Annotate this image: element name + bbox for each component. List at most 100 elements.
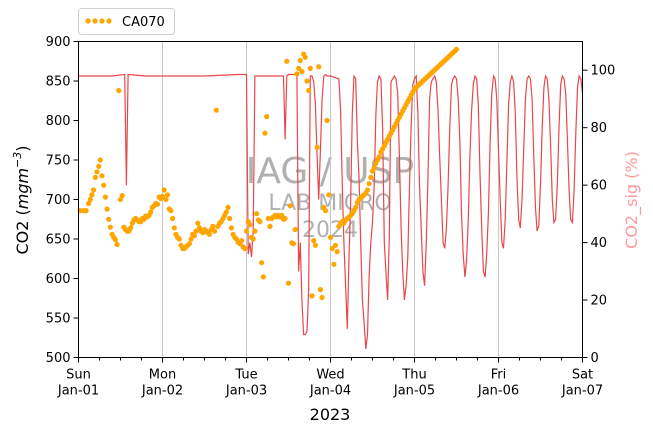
co2-point: [376, 154, 382, 160]
x-tick-label-day: Sun: [66, 368, 91, 383]
co2-point: [279, 212, 285, 218]
co2-series: [77, 46, 460, 301]
co2-point: [309, 293, 315, 299]
legend-marker-dot: [92, 18, 98, 24]
co2-point: [225, 204, 231, 210]
x-tick-label-day: Mon: [149, 368, 176, 383]
y-axis-title-prefix: CO2 (: [13, 209, 32, 254]
co2-point: [92, 174, 98, 180]
co2-point: [106, 216, 112, 222]
x-tick-label-date: Jan-02: [141, 384, 183, 399]
co2-point: [290, 241, 297, 247]
y-axis-title-exponent: −3: [11, 152, 24, 168]
co2-point: [368, 174, 374, 180]
legend: CA070: [78, 8, 175, 35]
co2-point: [364, 187, 371, 193]
co2-point: [213, 107, 219, 113]
co2-point: [319, 294, 325, 301]
y-tick-label: 700: [46, 193, 71, 208]
co2-point: [259, 260, 265, 266]
co2-point: [97, 157, 103, 163]
y-tick-label: 500: [46, 351, 71, 366]
co2-point: [188, 236, 194, 242]
x-tick-label-day: Wed: [316, 368, 344, 383]
co2-point: [453, 46, 460, 53]
co2-point: [314, 144, 320, 150]
y-axis-title: CO2 (mgm−3): [11, 145, 32, 254]
legend-marker-dot: [106, 18, 112, 24]
co2-point: [322, 208, 329, 214]
co2-point: [252, 228, 258, 234]
legend-label: CA070: [122, 15, 165, 30]
co2-point: [312, 242, 318, 248]
co2-point: [262, 130, 268, 136]
co2-point: [287, 203, 293, 209]
y-tick-label: 600: [46, 272, 71, 287]
co2-point: [210, 223, 216, 229]
y-tick-label: 800: [46, 114, 71, 129]
co2-point: [86, 200, 92, 207]
co2-point: [96, 163, 102, 169]
co2-point: [159, 193, 166, 199]
co2-point: [186, 241, 192, 247]
co2-point: [366, 181, 372, 187]
y2-tick-label: 20: [591, 294, 608, 309]
y-axis-title-suffix: ): [13, 145, 32, 151]
co2-point: [117, 196, 124, 203]
co2-point: [168, 208, 174, 214]
co2-point: [327, 234, 334, 240]
legend-marker-dot: [85, 18, 91, 24]
co2-point: [83, 208, 89, 214]
x-tick-label-date: Jan-06: [477, 384, 519, 399]
y-axis: 500 550 600 650 700 750 800 850 900: [46, 35, 79, 366]
co2-point: [371, 165, 377, 171]
y-tick-label: 650: [46, 233, 71, 248]
co2-point: [193, 228, 199, 234]
x-tick-label-date: Jan-05: [393, 384, 435, 399]
x-axis-title: 2023: [310, 405, 351, 424]
co2-point: [228, 225, 234, 231]
co2-point: [307, 65, 313, 71]
co2-point: [107, 224, 113, 230]
y2-tick-label: 100: [591, 64, 616, 79]
co2-point: [148, 209, 154, 215]
co2-point: [195, 220, 201, 226]
x-tick-label-day: Thu: [401, 368, 426, 383]
co2-point: [311, 238, 317, 244]
x-tick-label-date: Jan-07: [561, 384, 603, 399]
co2-point: [285, 280, 292, 286]
y-tick-label: 900: [46, 35, 71, 50]
co2-point: [294, 71, 300, 77]
co2-point: [353, 204, 359, 210]
co2-point: [242, 245, 248, 252]
y-tick-label: 550: [46, 312, 71, 327]
co2-point: [292, 226, 298, 233]
x-tick-label-day: Sat: [572, 368, 593, 383]
co2-point: [101, 182, 107, 188]
co2-point: [306, 87, 312, 94]
co2-point: [154, 201, 161, 207]
co2-point: [329, 245, 335, 252]
co2-point: [238, 238, 245, 244]
y2-tick-label: 40: [591, 236, 608, 251]
co2-point: [267, 223, 273, 229]
co2-point: [163, 196, 169, 203]
co2-point: [119, 193, 125, 199]
co2-point: [331, 261, 337, 267]
co2-point: [91, 187, 97, 193]
co2-point: [296, 65, 302, 71]
x-tick-label-date: Jan-03: [225, 384, 267, 399]
co2-point: [116, 87, 122, 94]
co2-point: [260, 274, 266, 280]
co2-point: [128, 225, 134, 231]
co2-point: [302, 54, 308, 60]
co2-point: [243, 228, 250, 234]
x-tick-label-date: Jan-04: [309, 384, 351, 399]
x-axis: SunJan-01MonJan-02TueJan-03WedJan-04ThuJ…: [57, 357, 603, 399]
co2-point: [282, 215, 288, 222]
co2-point: [212, 228, 218, 234]
co2-point: [257, 219, 263, 225]
y2-axis: 0 20 40 60 80 100: [582, 64, 616, 366]
x-tick-label-day: Fri: [491, 368, 507, 383]
co2-point: [324, 117, 330, 124]
